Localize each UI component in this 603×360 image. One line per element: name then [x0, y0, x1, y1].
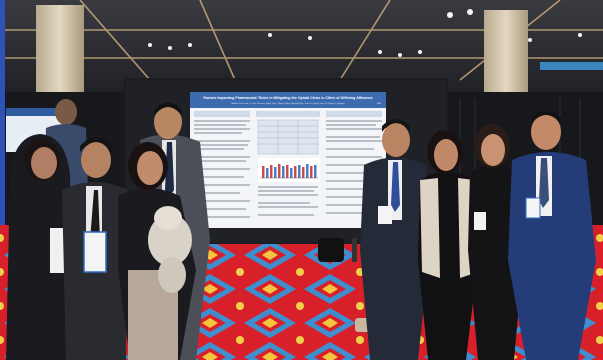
poster-institution: UCI: [377, 103, 381, 105]
research-poster: Factors Impacting Pharmacists' Roles in …: [190, 92, 386, 228]
pillar-right: [484, 10, 528, 102]
pillar-left: [36, 5, 84, 105]
plush-toy: [148, 206, 192, 293]
backpack: [318, 238, 344, 262]
person-1: [6, 134, 74, 360]
photo-border: [0, 0, 5, 360]
person-5: [360, 119, 430, 360]
poster-title: Factors Impacting Pharmacists' Roles in …: [203, 96, 372, 100]
person-3: [118, 142, 196, 360]
poster-bar-chart: [258, 158, 320, 182]
poster-authors: Nathan Thai-Lam, Luci A. Johnson, Bella …: [231, 102, 345, 105]
person-8: [508, 111, 596, 360]
person-2: [62, 137, 128, 360]
poster-header: [190, 92, 386, 108]
